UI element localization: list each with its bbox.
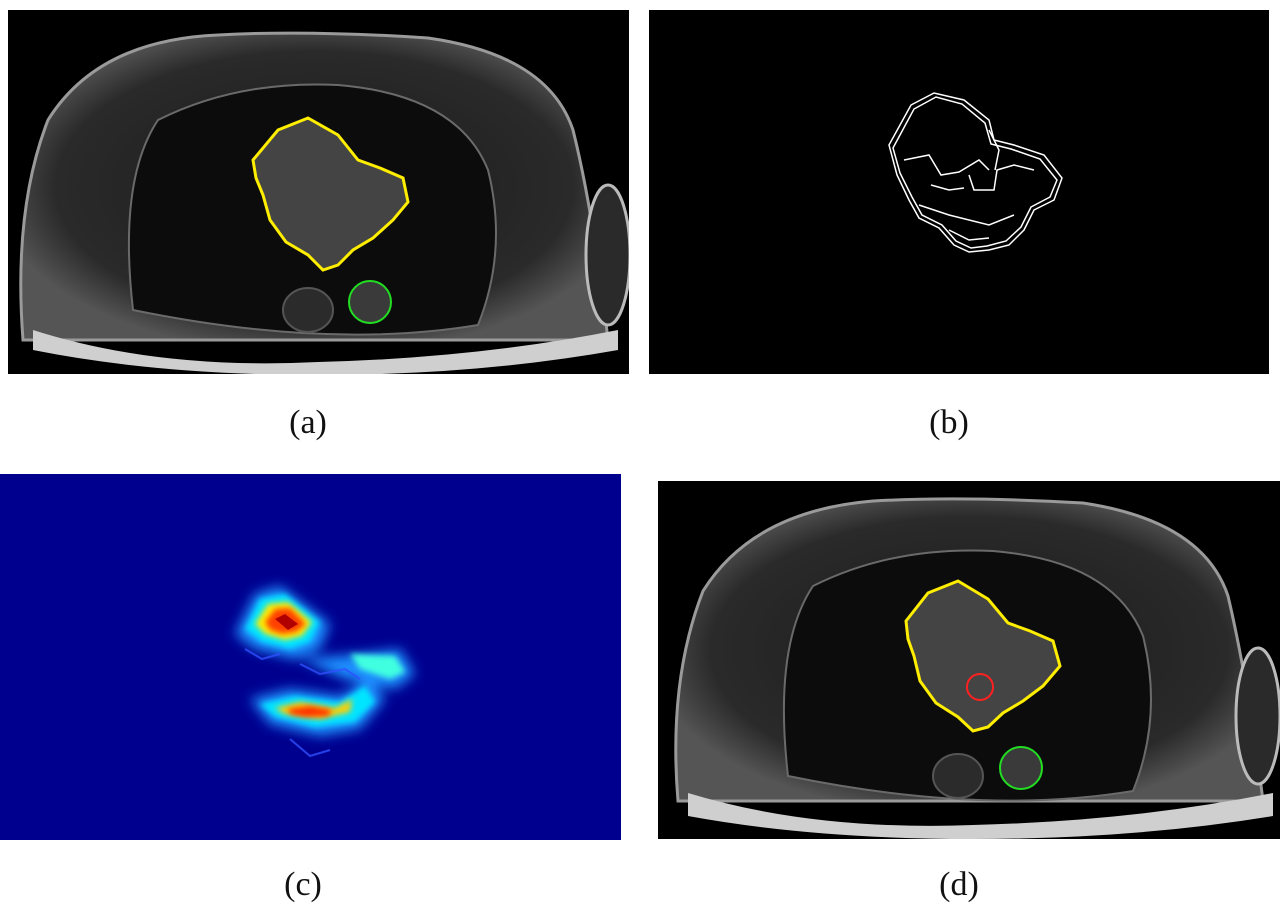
panel-a-mri-image <box>8 10 629 374</box>
heart-contour <box>904 579 1062 733</box>
edge-lines <box>888 92 1063 253</box>
panel-c-heatmap <box>0 474 621 840</box>
caption-c: (c) <box>284 866 322 903</box>
aorta-circle <box>999 746 1043 790</box>
caption-b: (b) <box>929 404 969 441</box>
panel-d-mri-image <box>658 481 1280 839</box>
caption-a: (a) <box>289 404 327 441</box>
caption-d: (d) <box>939 866 979 903</box>
panel-b-edge-map <box>649 10 1269 374</box>
seed-circle <box>966 673 994 701</box>
heart-contour <box>251 116 410 272</box>
aorta-circle <box>348 280 392 324</box>
